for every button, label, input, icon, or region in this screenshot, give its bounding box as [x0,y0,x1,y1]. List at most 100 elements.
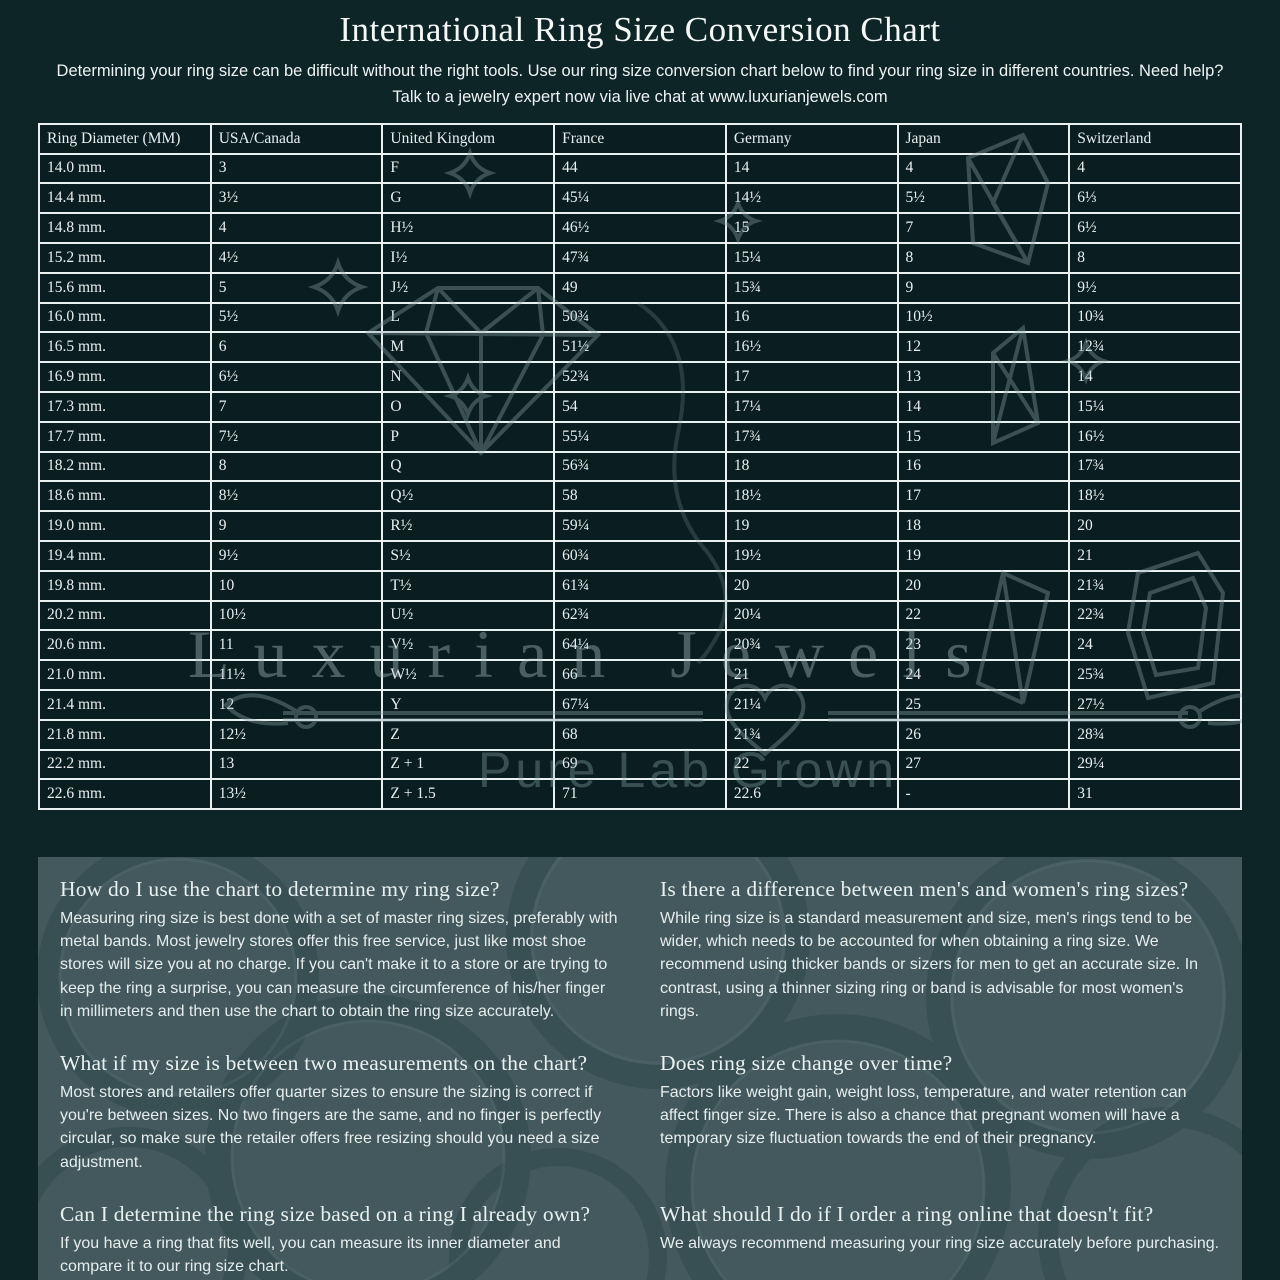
table-cell: 12 [209,688,384,721]
table-cell: F [381,152,556,185]
table-cell: 20¼ [724,599,899,632]
faq-question: Can I determine the ring size based on a… [60,1201,591,1226]
table-cell: 15¼ [724,241,899,274]
table-cell: 3½ [209,182,384,215]
table-cell: 25¾ [1068,659,1242,691]
table-cell: 24 [1068,629,1242,662]
table-cell: 13 [209,748,384,781]
table-row: 21.8 mm. 12½ Z 68 21¾ 26 28¾ [38,718,1242,751]
table-cell: 19½ [724,539,899,572]
table-cell: 15¼ [1068,390,1242,423]
table-cell: 27½ [1068,688,1242,721]
table-cell: 10¾ [1068,301,1242,334]
table-row: 22.2 mm. 13 Z + 1 69 22 27 29¼ [38,748,1242,781]
table-cell: 9 [896,271,1071,304]
table-row: 19.4 mm. 9½ S½ 60¾ 19½ 19 21 [38,539,1242,572]
table-cell: 23 [896,629,1071,662]
table-cell: J½ [381,271,556,304]
column-header: Japan [896,122,1071,155]
faq-panel: How do I use the chart to determine my r… [38,857,1242,1280]
table-cell: 18.2 mm. [38,450,212,483]
page-header: International Ring Size Conversion Chart… [0,0,1280,111]
table-cell: 4 [896,152,1071,185]
faq-item: How do I use the chart to determine my r… [60,877,620,1023]
table-cell: L [381,301,556,334]
table-cell: 56¾ [553,450,727,483]
column-header: France [553,122,727,155]
table-cell: 21.4 mm. [38,688,212,721]
table-cell: 19 [724,510,899,542]
table-cell: 22¾ [1068,599,1242,632]
table-cell: 17¾ [1068,450,1242,483]
faq-question: Is there a difference between men's and … [660,877,1189,901]
table-cell: 16½ [1068,420,1242,453]
table-cell: 16.5 mm. [38,331,212,364]
table-cell: 12½ [209,718,384,751]
table-cell: 46½ [553,212,727,244]
table-cell: 45¼ [553,182,727,215]
table-cell: Y [381,688,556,721]
table-row: 14.8 mm. 4 H½ 46½ 15 7 6½ [38,212,1242,244]
table-cell: 14.8 mm. [38,212,212,244]
table-cell: 55¼ [553,420,727,453]
table-cell: 20¾ [724,629,899,662]
table-row: 21.0 mm. 11½ W½ 66 21 24 25¾ [38,659,1242,691]
column-header: United Kingdom [381,122,556,155]
table-row: 16.0 mm. 5½ L 50¾ 16 10½ 10¾ [38,301,1242,334]
table-cell: 13 [896,361,1071,393]
table-cell: 4 [209,212,384,244]
faq-question: How do I use the chart to determine my r… [60,877,500,901]
table-cell: 19.0 mm. [38,510,212,542]
table-cell: 5 [209,271,384,304]
table-cell: 16.0 mm. [38,301,212,334]
table-cell: 17.3 mm. [38,390,212,423]
table-cell: G [381,182,556,215]
table-cell: 47¾ [553,241,727,274]
table-cell: 14 [896,390,1071,423]
table-row: 20.6 mm. 11 V½ 64¼ 20¾ 23 24 [38,629,1242,662]
table-cell: 29¼ [1068,748,1242,781]
table-cell: - [896,778,1071,811]
live-chat-link[interactable]: www.luxurianjewels.com [708,88,888,107]
table-row: 16.5 mm. 6 M 51½ 16½ 12 12¾ [38,331,1242,364]
table-cell: 4½ [209,241,384,274]
table-cell: 17.7 mm. [38,420,212,453]
table-cell: 20.2 mm. [38,599,212,632]
table-cell: 17¼ [724,390,899,423]
table-cell: 58 [553,480,727,513]
table-cell: 18½ [1068,480,1242,513]
table-row: 19.0 mm. 9 R½ 59¼ 19 18 20 [38,510,1242,542]
table-cell: 11 [209,629,384,662]
table-cell: 6½ [1068,212,1242,244]
table-cell: 21 [1068,539,1242,572]
table-cell: 18.6 mm. [38,480,212,513]
table-cell: 7 [896,212,1071,244]
table-cell: 20 [1068,510,1242,542]
ring-size-table: Ring Diameter (MM) USA/Canada United Kingd… [38,122,1242,811]
table-cell: 12 [896,331,1071,364]
table-cell: 10 [209,569,384,602]
table-cell: 24 [896,659,1071,691]
table-row: 18.6 mm. 8½ Q½ 58 18½ 17 18½ [38,480,1242,513]
table-cell: 25 [896,688,1071,721]
column-header: Ring Diameter (MM) [38,122,212,155]
table-cell: 20.6 mm. [38,629,212,662]
column-header: Germany [724,122,899,155]
column-header: USA/Canada [209,122,384,155]
table-row: 15.6 mm. 5 J½ 49 15¾ 9 9½ [38,271,1242,304]
table-cell: Z [381,718,556,751]
table-cell: 22.2 mm. [38,748,212,781]
faq-question: What should I do if I order a ring onlin… [660,1201,1154,1226]
table-cell: 7 [209,390,384,423]
table-cell: 9½ [1068,271,1242,304]
table-cell: 21¾ [1068,569,1242,602]
ring-size-table-wrap: Ring Diameter (MM) USA/Canada United Kingd… [38,122,1242,811]
table-body: 14.0 mm. 3 F 44 14 4 4 14.4 mm. 3½ G 45¼ 14½ 5½ 6⅓ 14.… [38,152,1242,811]
table-cell: 8 [1068,241,1242,274]
table-cell: 20 [724,569,899,602]
table-cell: 14.0 mm. [38,152,212,185]
faq-answer: If you have a ring that fits well, you c… [60,1234,561,1275]
table-row: 18.2 mm. 8 Q 56¾ 18 16 17¾ [38,450,1242,483]
faq-item: Is there a difference between men's and … [660,877,1220,1023]
table-cell: 59¼ [553,510,727,542]
